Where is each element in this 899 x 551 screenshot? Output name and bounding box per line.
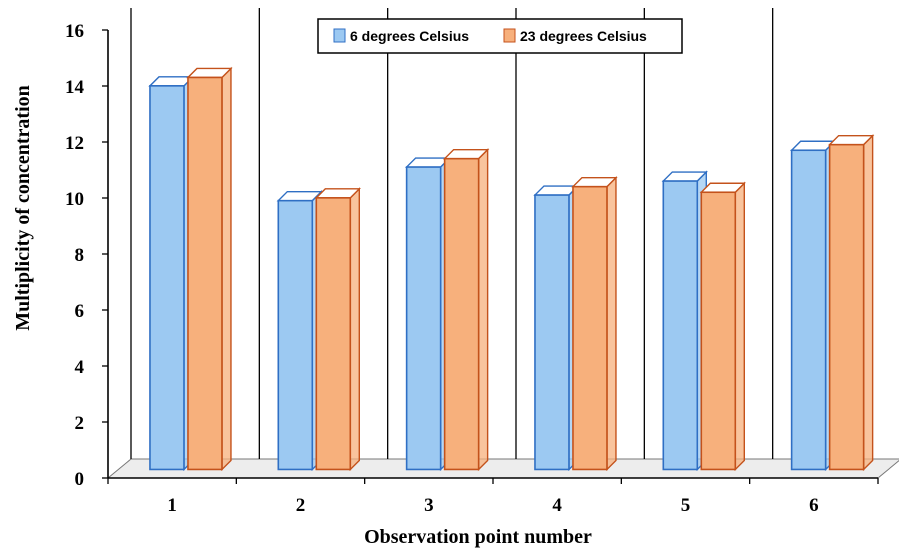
bar-series2-cat4 [571,175,618,472]
bar-front [187,76,223,471]
y-tick-label: 16 [65,21,84,42]
bar-side [862,133,874,472]
y-tick-label: 14 [65,77,85,98]
y-tick-label: 8 [75,245,85,266]
bar-series1-cat1 [148,75,195,472]
legend-label-6c: 6 degrees Celsius [350,28,469,44]
bar-front [315,197,352,471]
legend-swatch-6c [333,28,346,43]
bar-front [790,149,827,471]
legend: 6 degrees Celsius 23 degrees Celsius [317,18,683,54]
x-tick-label: 2 [296,495,306,516]
y-axis-title: Multiplicity of concentration [12,85,34,331]
y-tick-label: 0 [75,469,85,490]
bar-front [277,199,314,471]
bar-side [606,175,617,472]
bar-series1-cat6 [789,139,837,472]
x-tick-label: 5 [681,495,691,516]
x-tick-label: 1 [167,495,177,516]
bar-front [149,85,185,471]
bar-series2-cat3 [442,147,490,472]
y-tick-label: 6 [75,301,85,322]
legend-swatch-23c [503,28,516,43]
bar-side [221,66,232,472]
bar-front [828,143,865,471]
y-tick-label: 10 [65,189,84,210]
bar-side [349,187,360,472]
bar-front [405,166,442,471]
legend-label-23c: 23 degrees Celsius [520,28,647,44]
bar-series2-cat5 [699,181,746,472]
legend-box [317,18,683,54]
x-axis-title: Observation point number [364,526,592,548]
x-tick-label: 4 [552,495,562,516]
bar-series2-cat2 [314,187,361,472]
bar-front [572,185,608,471]
bar-front [662,180,699,471]
bar-side [734,181,745,472]
bar-series1-cat4 [533,184,580,472]
bar-series2-cat6 [827,133,875,472]
x-tick-label: 6 [809,495,819,516]
bar-series1-cat5 [661,170,708,472]
y-tick-label: 4 [75,357,85,378]
bar-front [534,194,570,471]
y-tick-label: 12 [65,133,84,154]
bar-series1-cat3 [404,156,452,472]
bar-side [477,147,489,472]
bar-series2-cat1 [186,66,233,472]
x-tick-label: 3 [424,495,434,516]
y-tick-label: 2 [75,413,85,434]
bars [148,66,875,472]
bar-front [700,191,737,471]
bar-front [443,157,480,471]
bar-series1-cat2 [276,189,323,472]
